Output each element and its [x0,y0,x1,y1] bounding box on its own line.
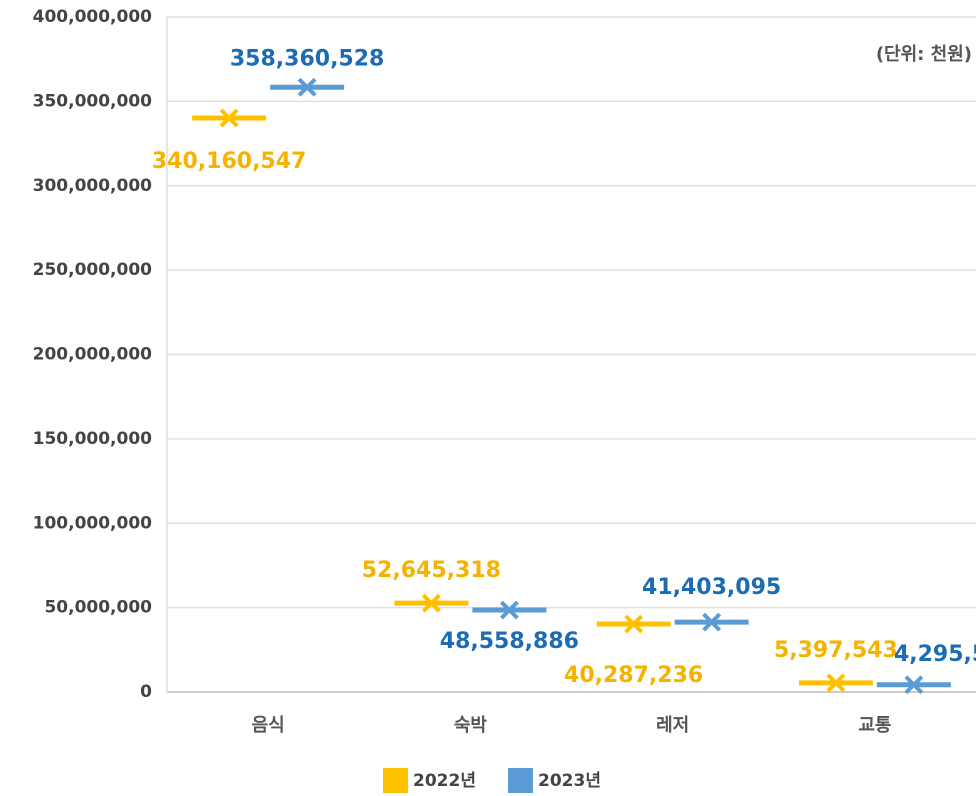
y-tick-label: 50,000,000 [44,598,152,618]
y-tick-label: 0 [140,682,152,702]
data-label: 5,397,543 [774,638,898,663]
y-tick-label: 100,000,000 [33,513,153,533]
data-point [674,612,749,632]
data-label: 40,287,236 [564,663,703,688]
x-tick-label: 숙박 [454,715,488,736]
data-point [798,673,873,693]
data-point [596,614,671,634]
data-point [394,593,469,613]
data-point [192,108,267,128]
y-tick-label: 400,000,000 [33,7,153,27]
x-tick-label: 레저 [656,715,689,736]
marker-part [624,614,644,634]
y-tick-label: 250,000,000 [33,260,153,280]
data-label: 48,558,886 [440,629,579,654]
marker-part [421,593,441,613]
marker-part [219,108,239,128]
data-label: 41,403,095 [642,575,781,600]
data-label: 4,295,509 [894,642,976,667]
x-tick-label: 음식 [252,715,285,736]
y-tick-label: 350,000,000 [33,91,153,111]
legend-swatch [383,768,408,793]
data-label: 340,160,547 [152,149,306,174]
data-point [876,675,951,695]
data-point [472,600,547,620]
legend-label: 2023년 [538,771,601,791]
data-label: 358,360,528 [230,46,384,71]
data-point [270,77,345,97]
y-tick-label: 300,000,000 [33,176,153,196]
marker-part [297,77,317,97]
marker-part [702,612,722,632]
marker-part [904,675,924,695]
marker-part [826,673,846,693]
legend-label: 2022년 [413,771,476,791]
legend-swatch [508,768,533,793]
x-tick-label: 교통 [858,715,891,736]
unit-annotation: (단위: 천원) [876,44,972,65]
data-label: 52,645,318 [362,558,501,583]
marker-part [499,600,519,620]
y-tick-label: 150,000,000 [33,429,153,449]
y-tick-label: 200,000,000 [33,345,153,365]
